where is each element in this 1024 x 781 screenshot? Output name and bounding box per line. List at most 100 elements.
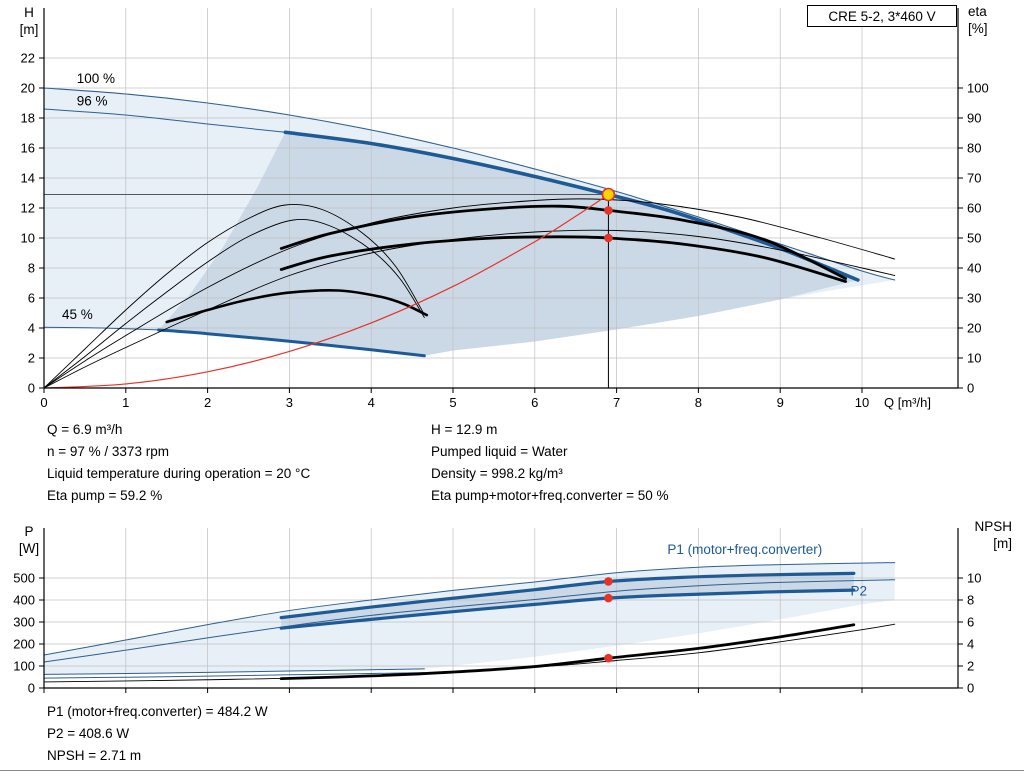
p2-current — [279, 588, 856, 630]
results-column-1: Q = 6.9 m³/h n = 97 % / 3373 rpm Liquid … — [47, 419, 310, 507]
y-left-tick-label: 500 — [13, 571, 35, 586]
pump-curve-100pct — [43, 87, 896, 281]
eta-total-45pct — [43, 219, 425, 389]
p2-45pct — [43, 672, 425, 679]
npsh-100pct — [43, 623, 896, 683]
p1-45pct — [43, 668, 425, 675]
result-npsh: NPSH = 2.71 m — [47, 748, 142, 763]
y-right-tick-label: 0 — [967, 681, 974, 696]
x-tick-label: 4 — [368, 395, 375, 410]
p-axis-symbol: P — [24, 524, 34, 539]
results-column-2: H = 12.9 m Pumped liquid = Water Density… — [431, 419, 669, 507]
npsh-current — [279, 623, 856, 681]
y-right-tick-label: 60 — [967, 201, 981, 216]
h-axis-label: H [m] — [12, 4, 46, 38]
result-eta-total: Eta pump+motor+freq.converter = 50 % — [431, 488, 669, 503]
y-left-tick-label: 12 — [21, 201, 35, 216]
y-right-tick-label: 4 — [967, 637, 974, 652]
x-tick-label: 6 — [531, 395, 538, 410]
y-left-tick-label: 4 — [28, 321, 35, 336]
y-left-tick-label: 6 — [28, 291, 35, 306]
h-axis-symbol: H — [24, 5, 34, 20]
eta-axis-unit: [%] — [968, 21, 988, 36]
result-liquid-temp: Liquid temperature during operation = 20… — [47, 466, 311, 481]
y-left-tick-label: 0 — [28, 381, 35, 396]
speed-label-96: 96 % — [77, 93, 108, 108]
power-npsh-chart: 0 100 200 300 400 500 0 2 4 6 8 10 P1 (motor+freq.co… — [13, 528, 981, 696]
npsh-point — [604, 653, 613, 663]
eta-pump-100pct — [43, 198, 896, 389]
p2-point — [604, 593, 613, 603]
x-tick-label: 3 — [286, 395, 293, 410]
npsh-axis-unit: [m] — [993, 536, 1012, 551]
result-eta-pump: Eta pump = 59.2 % — [47, 488, 163, 503]
y-right-tick-label: 80 — [967, 141, 981, 156]
eta-total-45pct-thick — [165, 289, 429, 324]
x-tick-label: 2 — [204, 395, 211, 410]
y-right-tick-label: 2 — [967, 659, 974, 674]
y-right-tick-label: 90 — [967, 111, 981, 126]
p2-label: P2 — [851, 584, 868, 599]
eta-axis-label: eta [%] — [968, 3, 1016, 37]
eta-pump-point — [604, 206, 613, 215]
x-tick-label: 5 — [449, 395, 456, 410]
y-left-tick-label: 2 — [28, 351, 35, 366]
system-curve — [43, 193, 610, 389]
duty-point — [601, 187, 616, 202]
speed-label-45: 45 % — [62, 307, 93, 322]
h-axis-unit: [m] — [19, 22, 39, 37]
x-tick-label: 10 — [855, 395, 869, 410]
result-pumped-liquid: Pumped liquid = Water — [431, 444, 568, 459]
y-right-tick-label: 70 — [967, 171, 981, 186]
pump-curve-96pct — [43, 108, 286, 133]
result-density: Density = 998.2 kg/m³ — [431, 466, 563, 481]
y-right-tick-label: 10 — [967, 571, 981, 586]
x-tick-label: 1 — [122, 395, 129, 410]
y-right-tick-label: 8 — [967, 593, 974, 608]
y-left-tick-label: 14 — [21, 171, 35, 186]
current-speed-band — [158, 132, 858, 356]
npsh-axis-label: NPSH [m] — [960, 518, 1012, 552]
x-tick-label: 0 — [40, 395, 47, 410]
p2-100pct — [43, 579, 896, 663]
result-p2: P2 = 408.6 W — [47, 726, 130, 741]
eta-pump-current — [279, 204, 848, 280]
y-left-tick-label: 10 — [21, 231, 35, 246]
pump-curve-45pct — [157, 328, 426, 358]
y-left-tick-label: 400 — [13, 593, 35, 608]
result-speed: n = 97 % / 3373 rpm — [47, 444, 169, 459]
bottom-divider — [0, 770, 1024, 771]
y-left-tick-label: 0 — [28, 681, 35, 696]
pump-title: CRE 5-2, 3*460 V — [828, 8, 936, 24]
result-h: H = 12.9 m — [431, 422, 498, 437]
y-left-tick-label: 8 — [28, 261, 35, 276]
y-right-tick-label: 30 — [967, 291, 981, 306]
eta-axis-symbol: eta — [968, 4, 987, 19]
y-left-tick-label: 100 — [13, 659, 35, 674]
y-right-tick-label: 100 — [967, 81, 989, 96]
qh-eta-chart: 0246810121416182022010203040506070809010… — [21, 8, 989, 410]
eta-total-current — [279, 235, 848, 283]
p-axis-unit: [W] — [18, 541, 40, 556]
pump-title-box: CRE 5-2, 3*460 V — [807, 5, 957, 27]
npsh-axis-symbol: NPSH — [974, 519, 1012, 534]
y-right-tick-label: 0 — [967, 381, 974, 396]
y-left-tick-label: 18 — [21, 111, 35, 126]
y-left-tick-label: 22 — [21, 51, 35, 66]
x-axis-unit-label: Q [m³/h] — [884, 395, 931, 410]
y-right-tick-label: 40 — [967, 261, 981, 276]
result-q: Q = 6.9 m³/h — [47, 422, 123, 437]
result-p1: P1 (motor+freq.converter) = 484.2 W — [47, 704, 268, 719]
x-tick-label: 9 — [777, 395, 784, 410]
y-left-tick-label: 200 — [13, 637, 35, 652]
y-right-tick-label: 10 — [967, 351, 981, 366]
p1-current — [279, 571, 856, 620]
p-axis-label: P [W] — [12, 523, 46, 557]
results-power-block: P1 (motor+freq.converter) = 484.2 W P2 =… — [47, 701, 268, 767]
pump-curve-45pct-thin — [43, 326, 160, 331]
eta-total-point — [604, 233, 613, 243]
x-tick-label: 7 — [613, 395, 620, 410]
x-tick-label: 8 — [695, 395, 702, 410]
